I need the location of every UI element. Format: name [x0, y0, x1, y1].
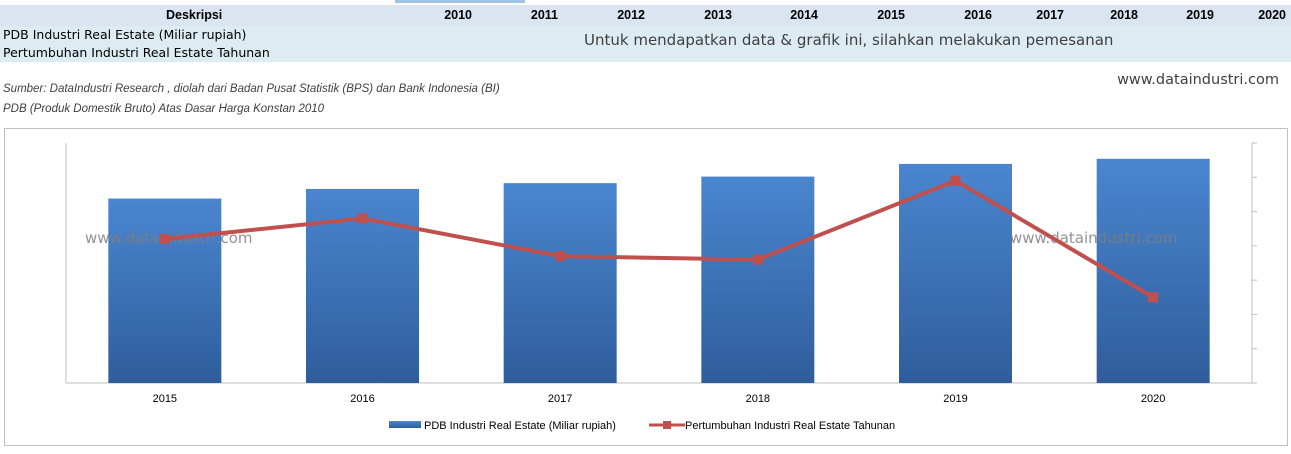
watermark-right: www.dataindustri.com	[1010, 229, 1178, 247]
bar-2017	[503, 183, 617, 383]
chart-legend: PDB Industri Real Estate (Miliar rupiah)…	[389, 420, 895, 432]
header-year: 2012	[617, 8, 645, 22]
site-url: www.dataindustri.com	[1117, 72, 1279, 88]
growth-marker-2020	[1148, 292, 1159, 303]
table-row-label: Pertumbuhan Industri Real Estate Tahunan	[3, 45, 270, 60]
cropped-title-fragment	[395, 0, 525, 3]
header-year: 2010	[444, 8, 472, 22]
table-row-label: PDB Industri Real Estate (Miliar rupiah)	[3, 27, 247, 42]
growth-marker-2019	[950, 175, 961, 186]
bar-2015	[108, 198, 222, 383]
x-tick-2017: 2017	[548, 393, 572, 405]
right-axis-ticks	[1252, 142, 1257, 384]
growth-line	[164, 178, 1155, 300]
x-tick-2019: 2019	[943, 393, 967, 405]
bar-2019	[899, 163, 1012, 383]
growth-marker-2018	[752, 254, 763, 265]
header-year: 2020	[1258, 8, 1286, 22]
line-series	[159, 175, 1159, 303]
legend-line-marker	[663, 421, 671, 429]
x-tick-2020: 2020	[1141, 393, 1165, 405]
growth-marker-2017	[555, 251, 566, 262]
combo-chart: www.dataindustri.com www.dataindustri.co…	[65, 142, 1257, 432]
growth-marker-2015	[159, 234, 170, 244]
header-year: 2017	[1036, 8, 1064, 22]
header-year: 2015	[877, 8, 905, 22]
order-notice: Untuk mendapatkan data & grafik ini, sil…	[584, 31, 1114, 49]
header-year: 2016	[964, 8, 992, 22]
header-year: 2013	[704, 8, 732, 22]
table-body: PDB Industri Real Estate (Miliar rupiah)…	[0, 26, 1291, 62]
x-tick-2015: 2015	[153, 393, 177, 405]
x-tick-2018: 2018	[746, 393, 770, 405]
x-tick-labels: 2015 2016 2017 2018 2019 2020	[153, 393, 1166, 405]
x-tick-2016: 2016	[350, 393, 374, 405]
chart-container: www.dataindustri.com www.dataindustri.co…	[4, 128, 1288, 446]
header-deskripsi: Deskripsi	[166, 8, 223, 22]
bar-2018	[701, 176, 815, 383]
source-note: Sumber: DataIndustri Research , diolah d…	[3, 83, 500, 95]
header-year: 2011	[530, 8, 558, 22]
table-header-row: Deskripsi 2010 2011 2012 2013 2014 2015 …	[0, 5, 1291, 26]
growth-marker-2016	[357, 213, 368, 224]
header-year: 2019	[1186, 8, 1214, 22]
bar-series	[108, 158, 1210, 383]
header-year: 2018	[1110, 8, 1138, 22]
basis-note: PDB (Produk Domestik Bruto) Atas Dasar H…	[3, 103, 325, 115]
legend-bar-label: PDB Industri Real Estate (Miliar rupiah)	[424, 420, 616, 432]
legend-bar-swatch	[389, 421, 421, 428]
bar-2020	[1096, 158, 1210, 383]
top-strip	[0, 0, 1291, 4]
legend-line-label: Pertumbuhan Industri Real Estate Tahunan	[685, 420, 895, 432]
header-year: 2014	[790, 8, 818, 22]
